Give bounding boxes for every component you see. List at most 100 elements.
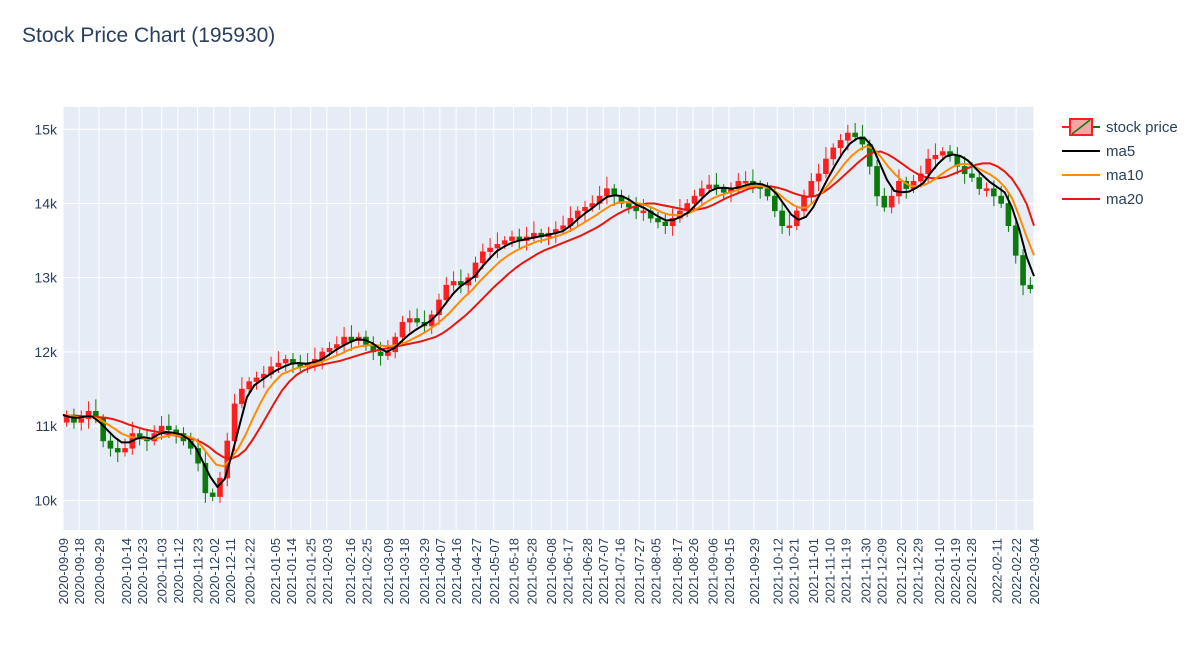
- candle-body[interactable]: [122, 448, 128, 453]
- candle-body[interactable]: [450, 281, 457, 286]
- legend[interactable]: stock price ma5 ma10 ma20: [1062, 118, 1178, 208]
- candle-body[interactable]: [859, 136, 866, 145]
- legend-item-ma20[interactable]: ma20: [1062, 191, 1144, 208]
- x-tick-label: 2021-08-05: [648, 538, 663, 605]
- candle-body[interactable]: [772, 195, 778, 212]
- x-tick-label: 2022-01-19: [948, 538, 963, 605]
- candle-body[interactable]: [326, 347, 333, 353]
- candle-body[interactable]: [100, 418, 106, 442]
- x-tick-label: 2022-02-11: [989, 538, 1004, 604]
- candle-body[interactable]: [874, 166, 880, 197]
- candle-body[interactable]: [640, 210, 647, 214]
- x-tick-label: 2021-06-08: [544, 538, 559, 605]
- candle-body[interactable]: [983, 188, 990, 191]
- candle-body[interactable]: [253, 377, 260, 382]
- candle-body[interactable]: [406, 318, 413, 323]
- candle-body[interactable]: [78, 418, 85, 423]
- candle-body[interactable]: [479, 251, 486, 264]
- candle-body[interactable]: [1027, 284, 1034, 290]
- ma5-line[interactable]: [62, 137, 1035, 488]
- candle-body[interactable]: [399, 321, 406, 338]
- candle-body[interactable]: [472, 262, 479, 278]
- candle-body[interactable]: [830, 147, 837, 160]
- x-tick-label: 2021-07-07: [596, 538, 611, 605]
- candle-body[interactable]: [706, 184, 712, 189]
- candle-body[interactable]: [246, 381, 252, 390]
- candle-body[interactable]: [837, 140, 844, 149]
- candle-body[interactable]: [202, 462, 209, 494]
- candle-body[interactable]: [852, 132, 858, 137]
- candle-body[interactable]: [786, 225, 793, 228]
- candle-body[interactable]: [991, 188, 997, 197]
- candle-body[interactable]: [239, 388, 245, 405]
- x-tick-label: 2021-08-17: [670, 538, 685, 605]
- candle-body[interactable]: [443, 284, 450, 301]
- candle-body[interactable]: [699, 188, 705, 197]
- candle-body[interactable]: [209, 492, 216, 497]
- candle-body[interactable]: [823, 158, 829, 175]
- y-tick-label: 13k: [34, 270, 58, 286]
- candle-body[interactable]: [633, 206, 639, 212]
- legend-item-stock-price[interactable]: stock price: [1062, 118, 1178, 136]
- candle-body[interactable]: [333, 344, 340, 349]
- candle-body[interactable]: [582, 206, 588, 212]
- candle-body[interactable]: [487, 247, 493, 252]
- plot-background: [63, 107, 1034, 530]
- candle-body[interactable]: [114, 448, 121, 453]
- candle-body[interactable]: [282, 359, 289, 364]
- x-tick-label: 2020-11-12: [171, 538, 186, 604]
- x-tick-label: 2021-02-25: [359, 538, 374, 605]
- x-tick-label: 2021-04-16: [449, 538, 464, 605]
- candle-body[interactable]: [414, 318, 420, 323]
- candle-body[interactable]: [815, 173, 822, 182]
- candle-body[interactable]: [626, 203, 632, 208]
- candle-body[interactable]: [976, 177, 983, 189]
- moving-average-lines[interactable]: [62, 137, 1035, 488]
- candle-body[interactable]: [1020, 255, 1026, 286]
- ma20-line[interactable]: [62, 150, 1035, 460]
- candle-body[interactable]: [85, 411, 92, 419]
- candle-body[interactable]: [939, 151, 946, 156]
- x-tick-label: 2021-08-26: [686, 538, 701, 605]
- candle-body[interactable]: [107, 440, 114, 449]
- candle-body[interactable]: [377, 351, 384, 356]
- x-tick-label: 2021-07-16: [612, 538, 627, 605]
- candle-body[interactable]: [691, 195, 698, 204]
- legend-item-ma10[interactable]: ma10: [1062, 167, 1144, 184]
- candle-body[interactable]: [998, 195, 1004, 204]
- candle-body[interactable]: [932, 154, 939, 160]
- x-tick-label: 2021-06-17: [560, 538, 575, 605]
- candle-body[interactable]: [742, 180, 749, 184]
- candle-body[interactable]: [166, 425, 172, 431]
- candle-body[interactable]: [969, 173, 975, 178]
- candle-body[interactable]: [881, 195, 888, 208]
- candle-body[interactable]: [669, 218, 676, 226]
- candle-body[interactable]: [764, 188, 771, 197]
- candle-body[interactable]: [655, 218, 661, 223]
- candle-body[interactable]: [925, 158, 931, 175]
- candle-body[interactable]: [779, 210, 785, 226]
- candle-body[interactable]: [1005, 203, 1012, 226]
- candle-body[interactable]: [888, 195, 895, 208]
- candle-body[interactable]: [684, 203, 691, 212]
- legend-item-ma5[interactable]: ma5: [1062, 143, 1135, 160]
- candle-body[interactable]: [896, 180, 902, 197]
- x-tick-label: 2021-05-07: [487, 538, 502, 605]
- x-tick-label: 2021-10-12: [770, 538, 785, 605]
- candle-body[interactable]: [662, 221, 669, 226]
- candle-body[interactable]: [509, 236, 515, 241]
- candle-body[interactable]: [1012, 225, 1019, 256]
- candle-body[interactable]: [275, 362, 282, 367]
- candle-body[interactable]: [808, 180, 815, 197]
- candle-body[interactable]: [136, 433, 143, 438]
- candle-body[interactable]: [735, 180, 742, 189]
- candle-body[interactable]: [604, 188, 610, 197]
- candle-body[interactable]: [494, 244, 501, 249]
- x-tick-label: 2021-01-14: [284, 538, 299, 605]
- candle-body[interactable]: [501, 240, 508, 245]
- candle-body[interactable]: [918, 173, 924, 182]
- candle-body[interactable]: [845, 132, 851, 141]
- candle-body[interactable]: [560, 225, 566, 230]
- x-tick-label: 2021-03-09: [381, 538, 396, 605]
- candle-body[interactable]: [720, 188, 727, 193]
